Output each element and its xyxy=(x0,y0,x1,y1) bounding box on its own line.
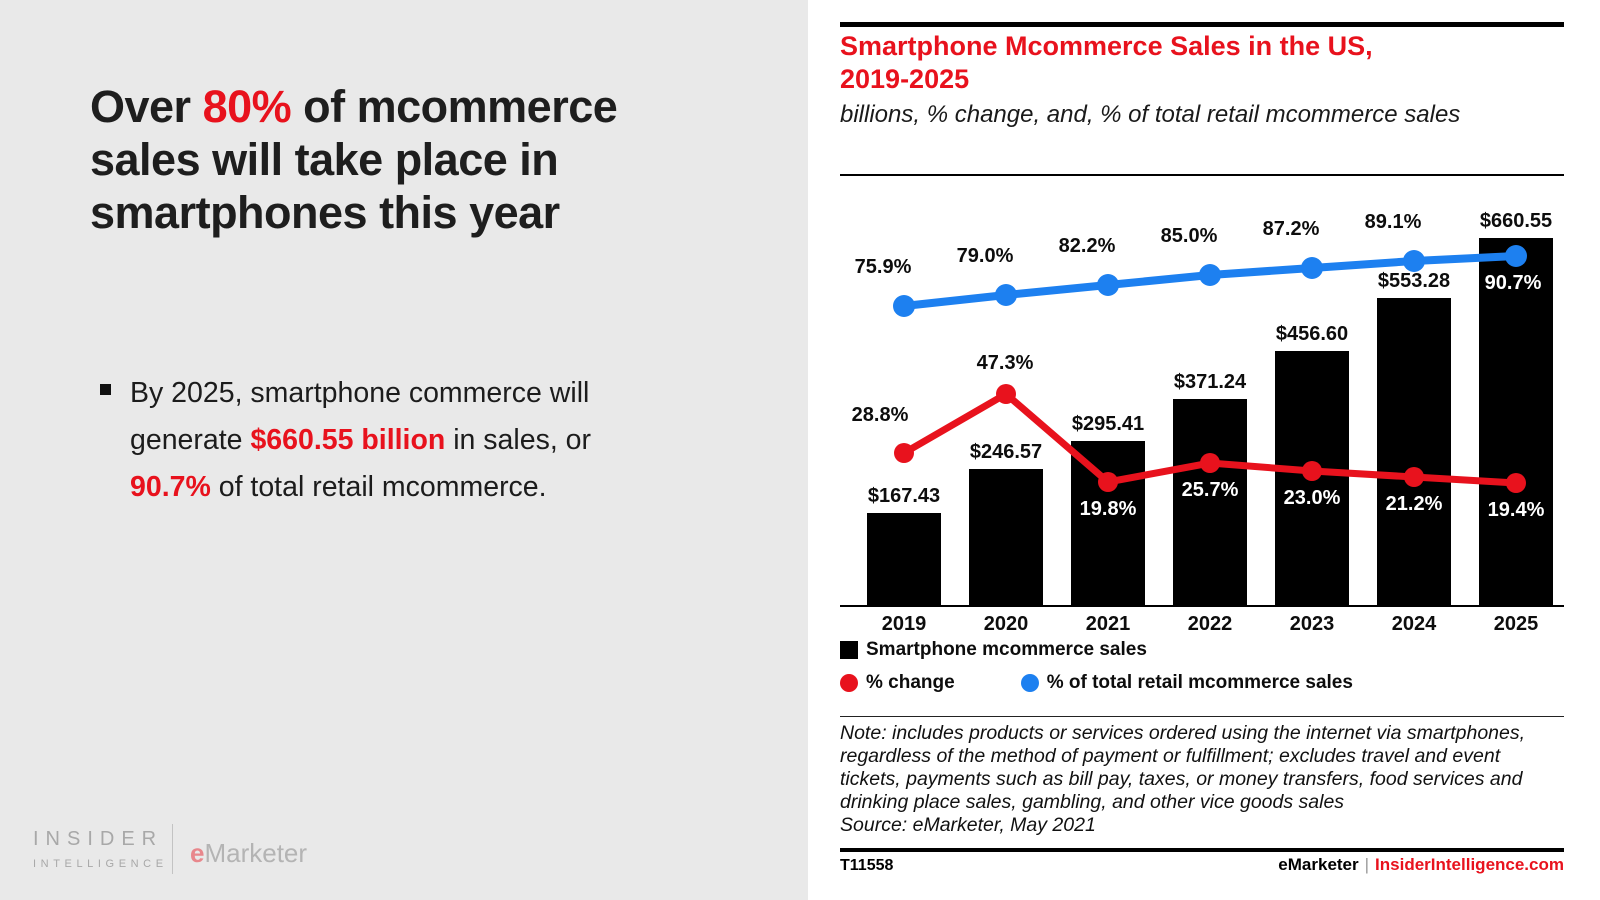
pct-change-label-2019: 28.8% xyxy=(851,404,909,426)
pct-change-dot-2019 xyxy=(894,443,914,463)
chart-panel: Smartphone Mcommerce Sales in the US, 20… xyxy=(840,0,1564,900)
insider-logo-line2: INTELLIGENCE xyxy=(33,858,168,870)
plain-text: By 2025, smartphone commerce will genera… xyxy=(130,377,590,456)
legend-label-pct-change: % change xyxy=(866,672,955,693)
legend-blue-dot-icon xyxy=(1020,674,1039,692)
bullet-text: By 2025, smartphone commerce will genera… xyxy=(130,370,675,511)
slide-left-panel: Over 80% of mcommerce sales will take pl… xyxy=(0,0,808,900)
bar-2021 xyxy=(1071,441,1145,606)
pct-change-label-2023: 23.0% xyxy=(1283,487,1341,509)
chart-subtitle: billions, % change, and, % of total reta… xyxy=(840,101,1461,128)
pct-total-dot-2024 xyxy=(1403,250,1425,272)
footer-site-link[interactable]: InsiderIntelligence.com xyxy=(1375,855,1564,874)
legend-label-pct-total: % of total retail mcommerce sales xyxy=(1046,672,1353,693)
pct-total-dot-2023 xyxy=(1301,257,1323,279)
legend-bar-swatch-icon xyxy=(840,641,858,659)
x-tick-2023: 2023 xyxy=(1289,613,1335,635)
bullet-square-icon xyxy=(100,384,111,395)
plain-text: Over xyxy=(90,81,203,132)
emarketer-logo-e: e xyxy=(190,838,205,868)
chart-id: T11558 xyxy=(840,857,894,874)
legend-red-dot-icon xyxy=(840,674,858,692)
bar-value-label-2023: $456.60 xyxy=(1275,323,1349,345)
x-tick-2024: 2024 xyxy=(1391,613,1437,635)
highlight-text: $660.55 billion xyxy=(250,424,446,456)
slide-headline: Over 80% of mcommerce sales will take pl… xyxy=(90,80,738,239)
bar-2019 xyxy=(867,513,941,606)
bar-value-label-2024: $553.28 xyxy=(1377,270,1451,292)
note-block: Note: includes products or services orde… xyxy=(840,722,1564,837)
chart-header-rule xyxy=(840,174,1564,176)
chart-source: Source: eMarketer, May 2021 xyxy=(840,814,1096,836)
bar-2023 xyxy=(1275,351,1349,606)
chart-title: Smartphone Mcommerce Sales in the US, 20… xyxy=(840,31,1373,94)
bar-value-label-2019: $167.43 xyxy=(867,485,941,507)
bar-2020 xyxy=(969,469,1043,606)
x-tick-2019: 2019 xyxy=(881,613,927,635)
x-tick-2022: 2022 xyxy=(1187,613,1233,635)
pct-total-dot-2020 xyxy=(995,284,1017,306)
bar-value-label-2025: $660.55 xyxy=(1479,210,1553,232)
insider-logo-line1: INSIDER xyxy=(33,828,164,850)
insider-intelligence-logo: INSIDER INTELLIGENCE xyxy=(33,828,168,870)
emarketer-logo-text: Marketer xyxy=(204,838,308,868)
note-divider-rule xyxy=(840,716,1564,717)
highlight-text: 90.7% xyxy=(130,471,211,503)
legend-label-bars: Smartphone mcommerce sales xyxy=(866,639,1147,660)
x-tick-2025: 2025 xyxy=(1493,613,1539,635)
pct-total-label-2024: 89.1% xyxy=(1364,211,1422,233)
bullet-item: By 2025, smartphone commerce will genera… xyxy=(100,370,690,511)
pct-change-label-2025: 19.4% xyxy=(1487,499,1545,521)
bar-value-label-2021: $295.41 xyxy=(1071,413,1145,435)
footer-rule xyxy=(840,848,1564,852)
pct-change-label-2021: 19.8% xyxy=(1079,498,1137,520)
pct-total-label-2021: 82.2% xyxy=(1058,235,1116,257)
pct-change-dot-2020 xyxy=(996,384,1016,404)
x-tick-2021: 2021 xyxy=(1085,613,1131,635)
bar-value-label-2020: $246.57 xyxy=(969,441,1043,463)
plain-text: of mcommerce sales will take place in sm… xyxy=(90,81,618,238)
pct-change-label-2022: 25.7% xyxy=(1181,479,1239,501)
chart-footer: T11558 eMarketer | InsiderIntelligence.com xyxy=(840,855,1564,875)
bar-2024 xyxy=(1377,298,1451,606)
emarketer-logo: eMarketer xyxy=(190,838,307,869)
pct-total-label-2025: 90.7% xyxy=(1484,272,1542,294)
plain-text: in sales, or xyxy=(445,424,592,456)
pct-total-label-2019: 75.9% xyxy=(854,256,912,278)
pct-total-label-2023: 87.2% xyxy=(1262,218,1320,240)
chart-plot-area: $167.43 2019 $246.57 2020 $295.41 2021 $371.24… xyxy=(840,0,1564,900)
pct-total-dot-2019 xyxy=(893,295,915,317)
x-tick-2020: 2020 xyxy=(983,613,1029,635)
pct-total-label-2020: 79.0% xyxy=(956,245,1014,267)
legend-row-lines: % change % of total retail mcommerce sal… xyxy=(840,672,1353,694)
legend-row-bars: Smartphone mcommerce sales xyxy=(840,639,1147,661)
chart-top-rule xyxy=(840,22,1564,27)
chart-note: Note: includes products or services orde… xyxy=(840,722,1526,813)
x-axis-line xyxy=(840,605,1564,607)
footer-separator: | xyxy=(1364,855,1370,874)
bar-value-label-2022: $371.24 xyxy=(1173,371,1247,393)
pct-total-label-2022: 85.0% xyxy=(1160,225,1218,247)
plain-text: of total retail mcommerce. xyxy=(210,471,547,503)
bar-2022 xyxy=(1173,399,1247,606)
pct-change-label-2024: 21.2% xyxy=(1385,493,1443,515)
highlight-text: 80% xyxy=(202,81,292,132)
pct-total-dot-2022 xyxy=(1199,264,1221,286)
logo-divider xyxy=(172,824,173,874)
pct-change-label-2020: 47.3% xyxy=(976,352,1034,374)
footer-emarketer: eMarketer xyxy=(1278,855,1359,874)
footer-brand-line: eMarketer | InsiderIntelligence.com xyxy=(1278,855,1564,875)
pct-total-dot-2021 xyxy=(1097,274,1119,296)
